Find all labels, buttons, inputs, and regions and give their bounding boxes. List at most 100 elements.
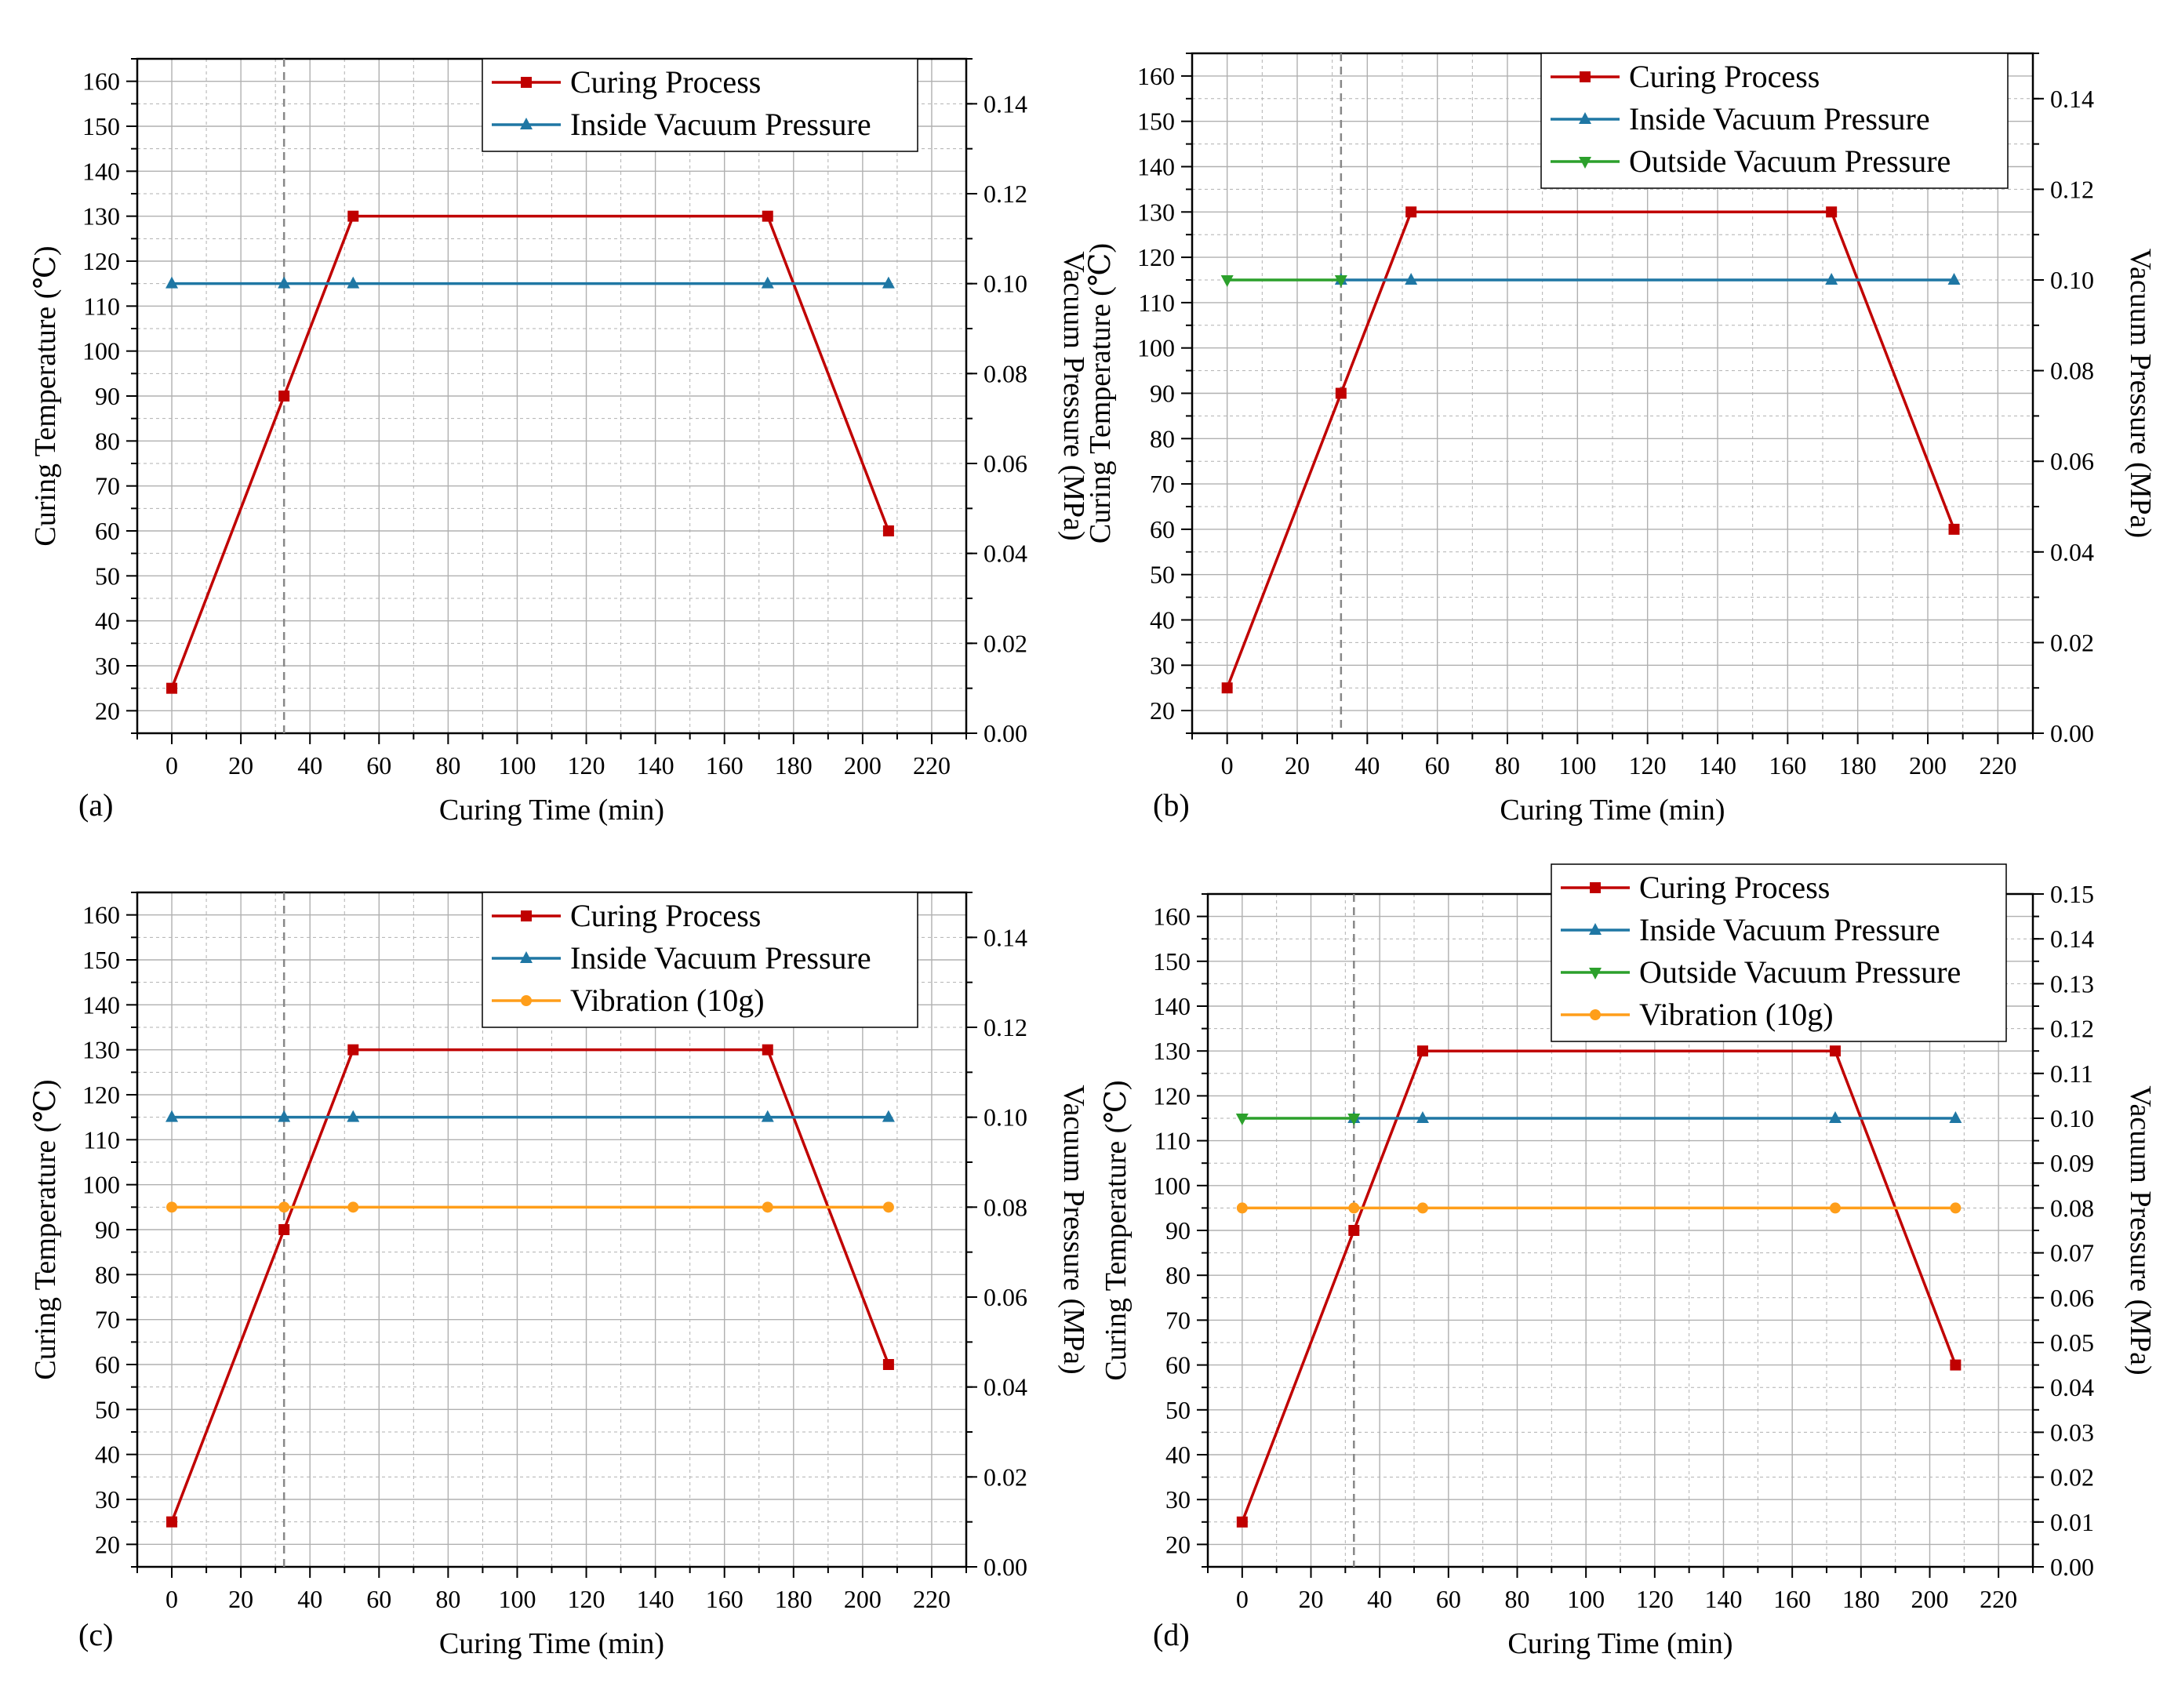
y-tick-label: 120 [82, 247, 120, 275]
y-tick-label: 70 [1165, 1306, 1191, 1334]
x-tick-label: 20 [228, 1585, 253, 1613]
y-tick-label: 140 [82, 157, 120, 185]
y-tick-label: 150 [1137, 107, 1175, 136]
y2-tick-label: 0.14 [2050, 925, 2094, 953]
y2-tick-label: 0.14 [984, 923, 1027, 951]
y-tick-label: 110 [1138, 289, 1175, 317]
x-tick-label: 180 [775, 751, 813, 780]
x-tick-label: 140 [637, 751, 674, 780]
x-tick-label: 80 [1505, 1585, 1530, 1613]
x-axis-title: Curing Time (min) [1507, 1627, 1733, 1660]
y2-tick-label: 0.06 [2050, 447, 2094, 475]
x-tick-label: 220 [1980, 1585, 2017, 1613]
y2-axis-title: Vacuum Pressure (MPa) [2124, 249, 2157, 538]
y-tick-label: 150 [82, 946, 120, 974]
legend-swatch-marker [521, 910, 532, 921]
y-tick-label: 120 [82, 1081, 120, 1109]
data-point [1947, 273, 1961, 285]
y-tick-label: 120 [1153, 1081, 1191, 1110]
x-tick-label: 140 [1705, 1585, 1743, 1613]
y2-tick-label: 0.08 [984, 359, 1027, 387]
data-point [347, 276, 360, 289]
y2-tick-label: 0.04 [2050, 538, 2094, 566]
y-tick-label: 80 [1165, 1261, 1191, 1289]
x-tick-label: 100 [498, 1585, 536, 1613]
y2-axis-title: Vacuum Pressure (MPa) [2124, 1085, 2157, 1375]
legend-label: Inside Vacuum Pressure [570, 940, 871, 976]
y2-tick-label: 0.14 [2050, 85, 2094, 113]
legend: Curing Process Inside Vacuum Pressure Outs… [1551, 863, 2007, 1042]
y-tick-label: 80 [1150, 424, 1175, 452]
panel-label: (d) [1153, 1617, 1190, 1652]
y-tick-label: 70 [1150, 470, 1175, 498]
x-tick-label: 120 [1629, 751, 1667, 780]
y-tick-label: 20 [95, 1530, 120, 1558]
x-tick-label: 200 [1911, 1585, 1949, 1613]
chart-panel-0: 0 20 40 60 80 100 120 140 160 180 200 220 20 30 40 50 60… [29, 57, 1090, 827]
y2-tick-label: 0.09 [2050, 1149, 2094, 1177]
series-vibration-10g- [166, 1201, 894, 1213]
legend-box [1551, 863, 2007, 1042]
y2-tick-label: 0.10 [2050, 266, 2094, 294]
legend-label: Inside Vacuum Pressure [570, 107, 871, 142]
data-point [1347, 1114, 1361, 1125]
y-tick-label: 140 [82, 990, 120, 1019]
x-axis-title: Curing Time (min) [1500, 794, 1725, 827]
legend: Curing Process Inside Vacuum Pressure [482, 58, 918, 152]
y-tick-label: 100 [1153, 1172, 1191, 1200]
legend-swatch-marker [1589, 968, 1602, 979]
x-tick-label: 20 [1299, 1585, 1324, 1613]
x-tick-label: 120 [1636, 1585, 1674, 1613]
y-tick-label: 130 [1153, 1037, 1191, 1065]
data-point [1235, 1114, 1249, 1125]
data-point [762, 1201, 773, 1213]
panel-label: (c) [78, 1617, 113, 1652]
x-tick-label: 180 [1842, 1585, 1880, 1613]
legend: Curing Process Inside Vacuum Pressure Vibr… [482, 892, 918, 1028]
y-tick-label: 160 [82, 901, 120, 929]
y2-tick-label: 0.10 [984, 270, 1027, 298]
data-point [1826, 206, 1838, 218]
y2-tick-label: 0.02 [2050, 1463, 2094, 1492]
y-tick-label: 80 [95, 1260, 120, 1288]
y-tick-label: 50 [95, 561, 120, 590]
data-point [762, 210, 773, 222]
y-tick-label: 100 [82, 1171, 120, 1199]
series-vibration-10g- [1236, 1202, 1962, 1214]
legend-label: Vibration (10g) [570, 983, 765, 1018]
x-tick-label: 180 [775, 1585, 813, 1613]
y2-tick-label: 0.02 [984, 629, 1027, 657]
y-tick-label: 110 [1154, 1127, 1191, 1155]
series-inside-vacuum-pressure [1334, 273, 1961, 285]
y-tick-label: 130 [1137, 198, 1175, 226]
x-axis-title: Curing Time (min) [439, 1627, 664, 1660]
x-tick-label: 160 [1769, 751, 1806, 780]
data-point [1405, 206, 1417, 218]
y2-tick-label: 0.04 [2050, 1373, 2094, 1401]
data-point [278, 391, 290, 402]
data-point [165, 1110, 179, 1122]
y2-tick-label: 0.08 [984, 1193, 1027, 1221]
x-tick-label: 0 [165, 1585, 178, 1613]
data-point [347, 210, 359, 222]
legend-swatch-marker [1589, 923, 1602, 935]
x-tick-label: 180 [1839, 751, 1877, 780]
y2-tick-label: 0.12 [984, 180, 1027, 208]
y-tick-label: 40 [95, 1441, 120, 1469]
x-tick-label: 120 [568, 1585, 605, 1613]
data-point [1948, 523, 1960, 535]
x-tick-label: 60 [1425, 751, 1450, 780]
legend-label: Outside Vacuum Pressure [1639, 954, 1961, 990]
legend-label: Vibration (10g) [1639, 997, 1834, 1032]
data-point [1236, 1202, 1248, 1214]
y-tick-label: 110 [83, 1125, 120, 1154]
y-tick-label: 90 [95, 1216, 120, 1244]
y-tick-label: 60 [1165, 1351, 1191, 1379]
x-tick-label: 200 [844, 751, 882, 780]
data-point [1829, 1202, 1841, 1214]
x-tick-label: 220 [1979, 751, 2016, 780]
x-tick-label: 200 [1909, 751, 1947, 780]
y-axis-title: Curing Temperature (℃) [1100, 1080, 1133, 1380]
data-point [1334, 275, 1347, 287]
y2-tick-label: 0.15 [2050, 880, 2094, 908]
